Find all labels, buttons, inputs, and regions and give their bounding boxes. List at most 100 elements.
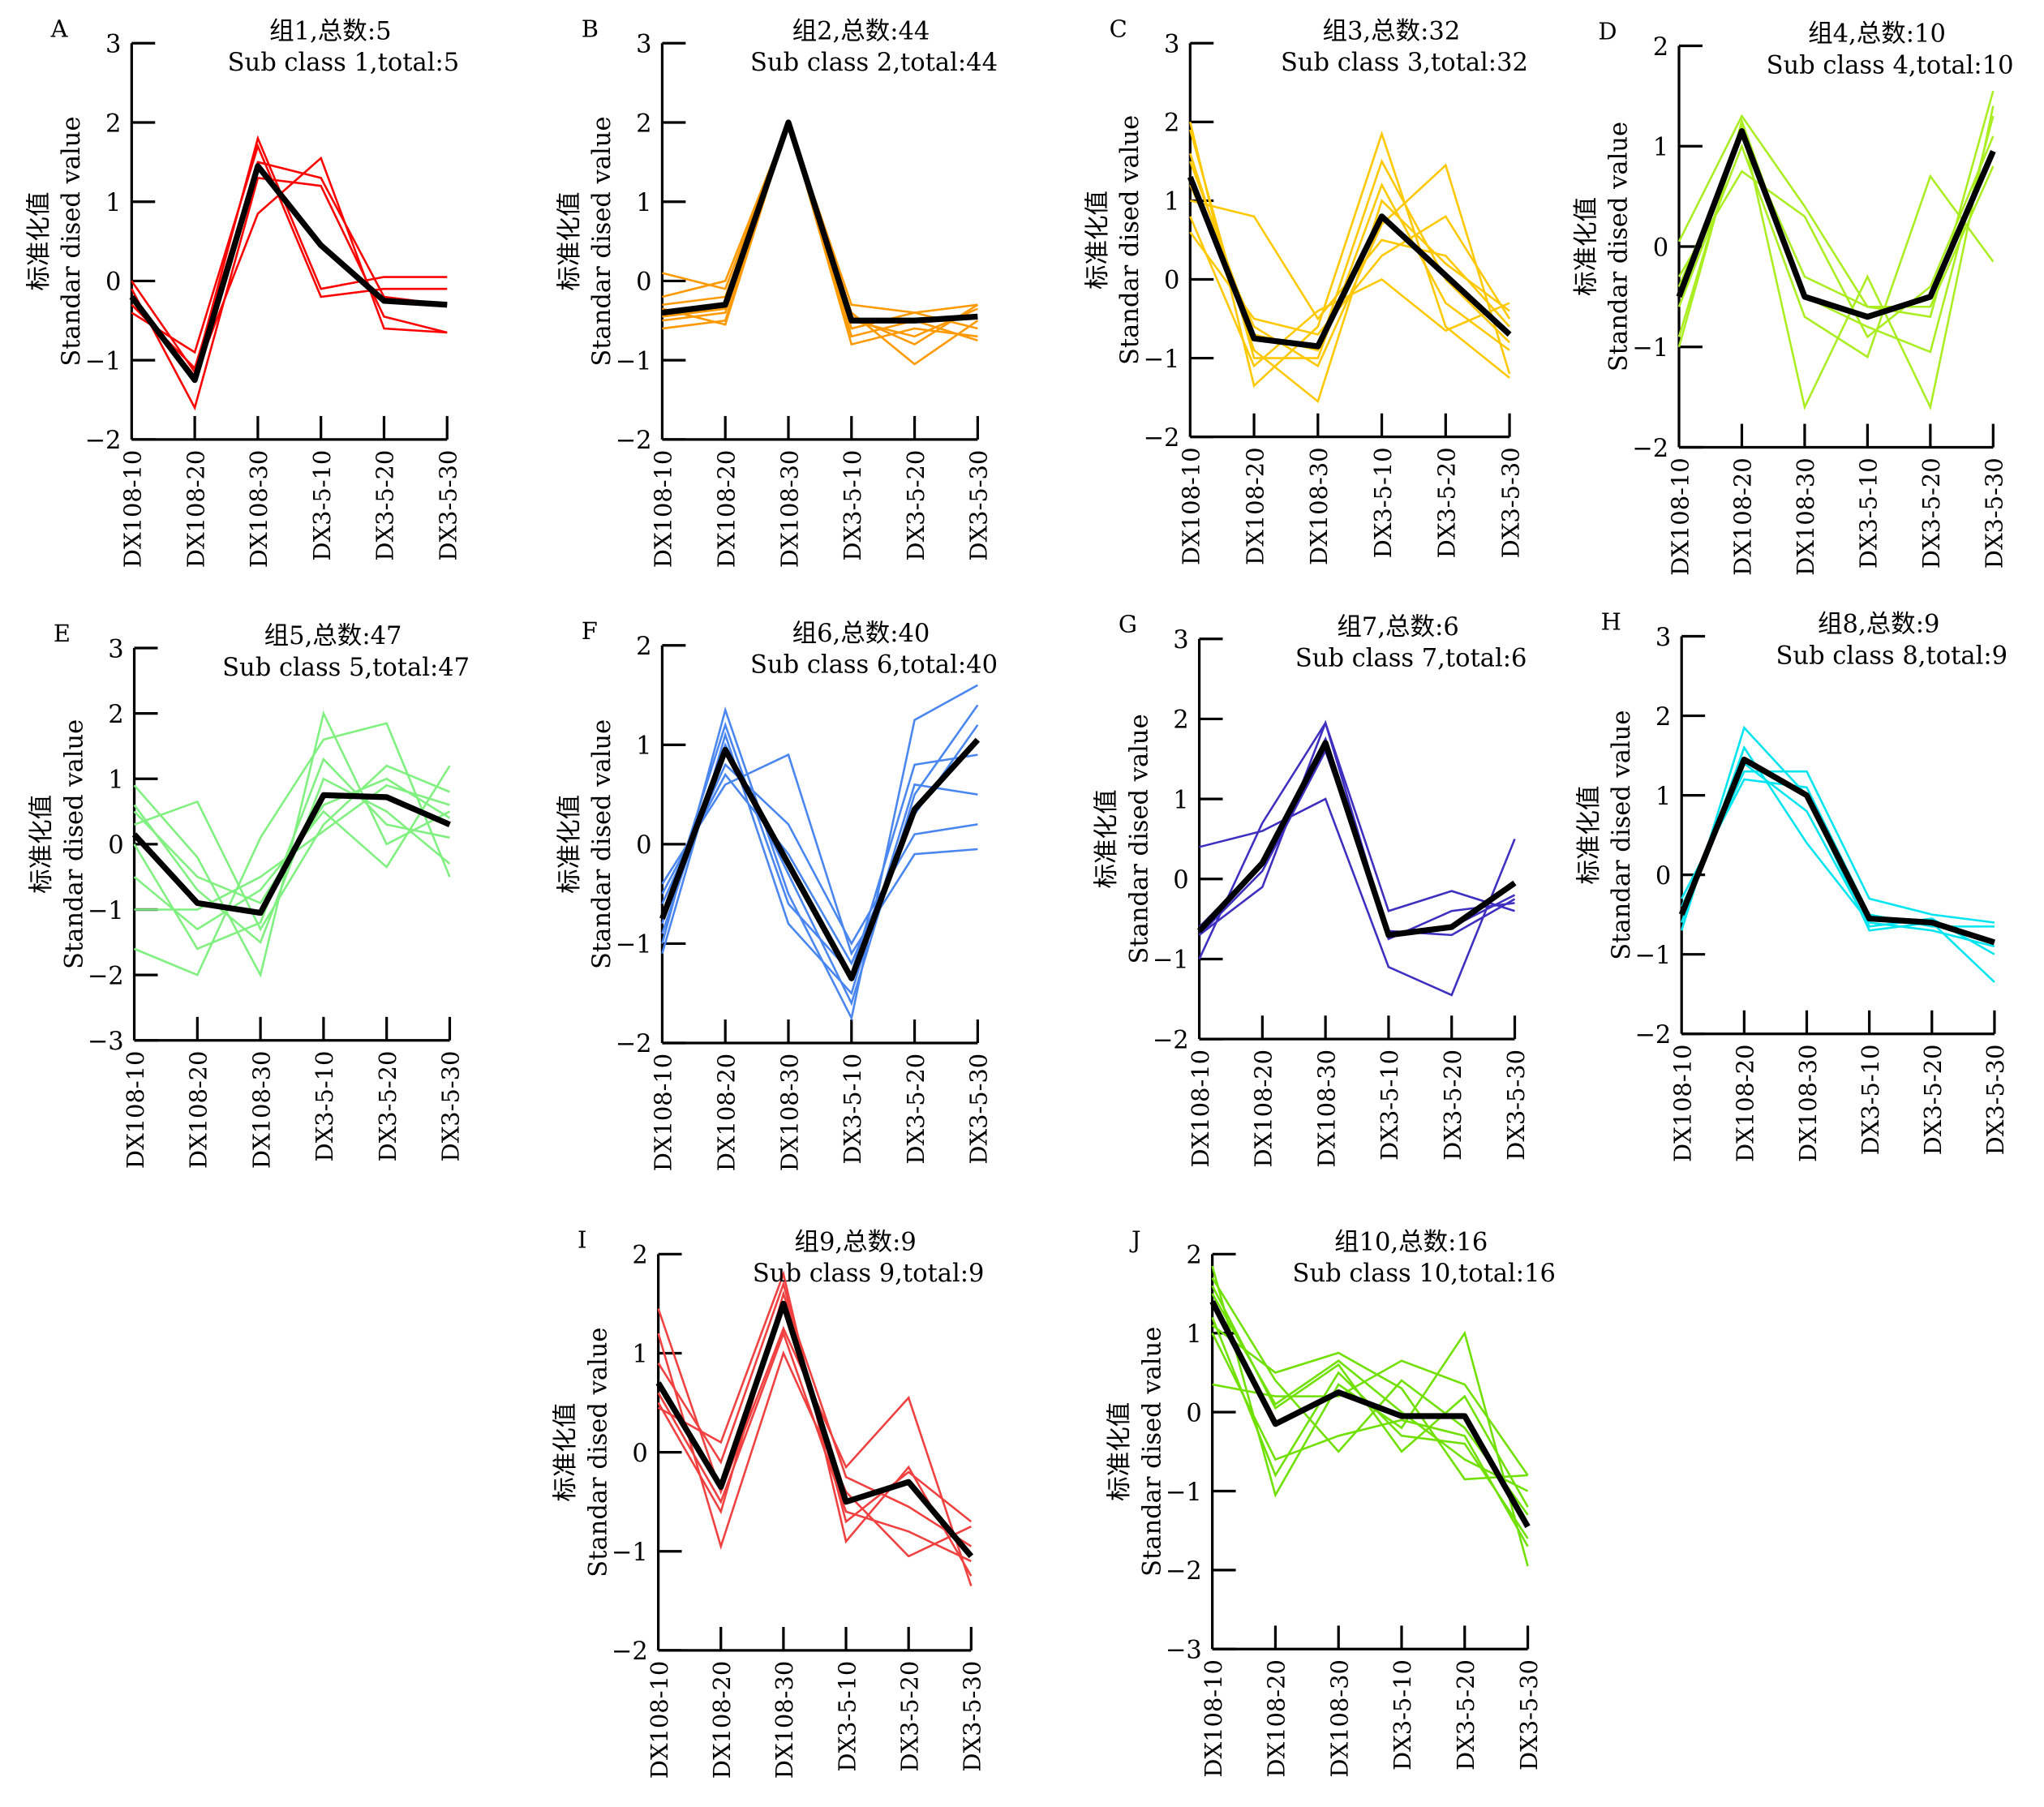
y-tick-label: −3: [88, 1028, 124, 1056]
panel-letter: C: [1110, 15, 1127, 42]
member-line: [1677, 115, 1995, 354]
y-tick-label: −1: [1143, 346, 1179, 374]
x-tick-label: DX108-20: [712, 450, 740, 568]
x-tick-label: DX108-30: [247, 1051, 275, 1169]
y-tick-label: −2: [616, 427, 652, 455]
x-tick-label: DX3-5-20: [1433, 448, 1461, 559]
x-tick-label: DX108-20: [185, 1051, 213, 1169]
mean-line: [1196, 740, 1517, 938]
member-line: [131, 161, 448, 371]
y-tick-label: 1: [1653, 134, 1668, 162]
member-line: [661, 724, 979, 966]
y-tick-label: 2: [632, 1242, 647, 1270]
y-tick-label: 1: [636, 189, 651, 217]
y-axis-label-cn: 标准化值: [1573, 197, 1601, 296]
y-axis-label-cn: 标准化值: [1106, 1402, 1134, 1501]
chart-panel-d: −2 −1 0 1 2 DX108-10 DX108-20 DX108-30 DX3-5-10 D…: [1573, 17, 2014, 575]
panel-letter: B: [582, 15, 599, 42]
y-tick-label: 3: [1164, 31, 1179, 59]
x-tick-label: DX108-20: [1241, 448, 1269, 565]
member-line: [1198, 720, 1515, 960]
chart-panel-a: −2 −1 0 1 2 3 DX108-10 DX108-20 DX108-30 DX3-5-10…: [25, 15, 462, 568]
y-axis-label-en: Standar dised value: [60, 719, 88, 969]
y-axis-label-en: Standar dised value: [584, 1328, 612, 1577]
mean-line: [129, 163, 448, 384]
y-axis-label-en: Standar dised value: [1138, 1327, 1166, 1577]
x-tick-label: DX108-30: [1312, 1049, 1340, 1167]
y-tick-label: 0: [632, 1440, 647, 1468]
panel-title-cn: 组5,总数:47: [264, 622, 402, 650]
x-tick-label: DX3-5-20: [1439, 1049, 1466, 1161]
panel-title-en: Sub class 6,total:40: [750, 651, 998, 680]
y-tick-label: 0: [1173, 866, 1188, 895]
y-tick-label: −1: [1634, 942, 1671, 970]
member-line: [1211, 1293, 1529, 1492]
y-tick-label: −2: [1632, 435, 1668, 463]
x-tick-label: DX108-10: [122, 1051, 149, 1169]
y-tick-label: 1: [632, 1341, 647, 1369]
y-tick-label: −2: [1634, 1021, 1671, 1049]
y-tick-label: 2: [1173, 706, 1188, 735]
member-line: [133, 710, 451, 978]
y-tick-label: 3: [636, 31, 651, 59]
x-tick-label: DX3-5-20: [371, 450, 399, 561]
x-tick-label: DX3-5-10: [311, 1051, 338, 1162]
mean-line: [655, 1300, 974, 1559]
mean-line: [1209, 1300, 1531, 1529]
member-line: [134, 764, 450, 932]
x-tick-label: DX3-5-30: [959, 1661, 986, 1772]
panel-title-cn: 组7,总数:6: [1337, 613, 1458, 642]
panel-title-cn: 组3,总数:32: [1322, 17, 1460, 45]
y-tick-label: 0: [1186, 1399, 1201, 1427]
y-tick-label: 1: [1655, 783, 1671, 811]
x-tick-label: DX3-5-10: [1376, 1049, 1403, 1161]
y-tick-label: −2: [612, 1637, 648, 1666]
x-tick-label: DX3-5-30: [1496, 448, 1524, 559]
x-tick-label: DX108-30: [1792, 457, 1819, 575]
x-tick-label: DX3-5-20: [902, 1054, 930, 1165]
panel-title-cn: 组10,总数:16: [1334, 1229, 1488, 1257]
x-tick-label: DX3-5-30: [437, 1051, 465, 1162]
y-tick-label: 0: [1655, 862, 1671, 891]
y-axis-label-en: Standar dised value: [588, 719, 616, 969]
member-line: [657, 1290, 973, 1547]
x-tick-label: DX108-10: [650, 1054, 677, 1171]
panel-letter: D: [1598, 17, 1617, 45]
x-tick-label: DX108-20: [1250, 1049, 1278, 1167]
member-line: [131, 143, 448, 354]
member-line: [1199, 797, 1516, 997]
member-line: [1189, 129, 1510, 359]
panel-title-en: Sub class 1,total:5: [228, 49, 460, 77]
member-line: [1212, 1359, 1529, 1476]
x-tick-label: DX3-5-20: [1917, 457, 1945, 569]
x-tick-label: DX108-10: [1668, 1045, 1696, 1162]
y-axis-label-cn: 标准化值: [1575, 786, 1604, 885]
x-tick-label: DX3-5-10: [1855, 457, 1883, 569]
x-tick-label: DX108-30: [1794, 1045, 1822, 1162]
panel-letter: A: [50, 15, 69, 42]
panel-letter: F: [582, 617, 598, 645]
y-tick-label: −1: [616, 347, 652, 376]
chart-panel-f: −2 −1 0 1 2 DX108-10 DX108-20 DX108-30 DX3-5-10 D…: [556, 617, 998, 1172]
panel-letter: E: [54, 620, 71, 647]
x-tick-label: DX108-30: [1305, 448, 1333, 565]
panel-letter: G: [1119, 611, 1137, 638]
y-tick-label: −2: [616, 1030, 652, 1058]
panel-title-cn: 组1,总数:5: [269, 17, 391, 45]
panel-title-cn: 组9,总数:9: [794, 1229, 916, 1257]
chart-panel-b: −2 −1 0 1 2 3 DX108-10 DX108-20 DX108-30 DX3-5-10…: [556, 15, 998, 568]
x-tick-label: DX108-10: [1666, 457, 1694, 575]
x-tick-label: DX3-5-30: [965, 1054, 993, 1165]
member-line: [661, 684, 978, 1022]
member-line: [657, 1308, 973, 1586]
x-tick-label: DX3-5-10: [308, 450, 336, 561]
x-tick-label: DX3-5-20: [374, 1051, 402, 1162]
x-tick-label: DX108-30: [775, 450, 803, 568]
member-line: [1211, 1277, 1529, 1516]
panel-title-en: Sub class 7,total:6: [1295, 645, 1527, 673]
x-tick-label: DX3-5-10: [1389, 1659, 1416, 1771]
panel-title-en: Sub class 5,total:47: [222, 654, 470, 682]
member-line: [1681, 745, 1995, 948]
y-tick-label: 2: [636, 633, 651, 661]
